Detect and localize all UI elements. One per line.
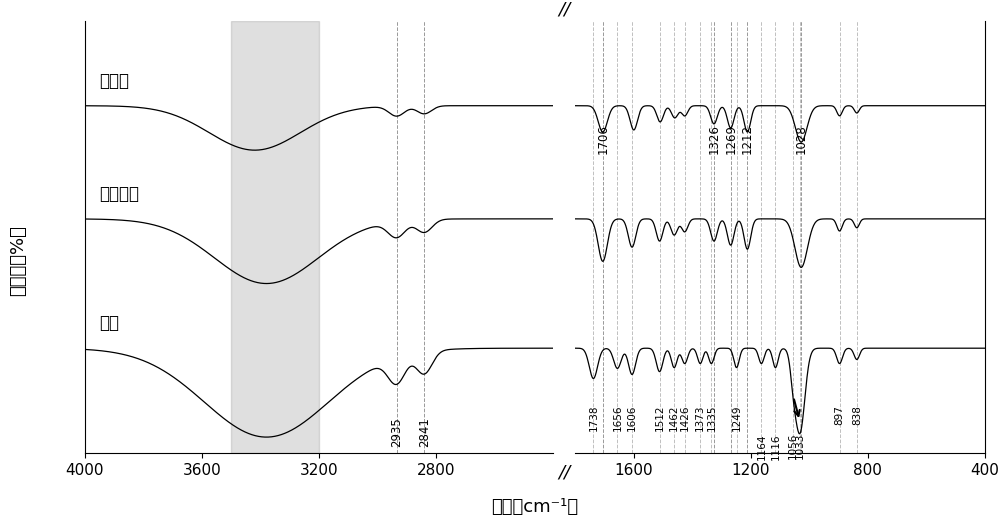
Text: 1164: 1164 [756, 433, 766, 460]
Text: 木质素: 木质素 [100, 71, 130, 90]
Text: 1373: 1373 [695, 405, 705, 431]
Text: 1116: 1116 [770, 433, 780, 460]
Bar [231, 21, 319, 453]
Text: 838: 838 [852, 405, 862, 425]
Text: 波数（cm⁻¹）: 波数（cm⁻¹） [491, 498, 579, 516]
Text: 1426: 1426 [680, 405, 690, 431]
Text: 1462: 1462 [669, 405, 679, 431]
Text: 2841: 2841 [418, 417, 431, 447]
Text: 麦秆: 麦秆 [100, 314, 120, 332]
Text: //: // [558, 464, 570, 482]
Text: 1033: 1033 [795, 433, 805, 460]
Text: 1056: 1056 [788, 433, 798, 460]
Text: 897: 897 [835, 405, 845, 425]
Text: 1656: 1656 [612, 405, 622, 431]
Text: 1335: 1335 [706, 405, 716, 431]
Text: 1028: 1028 [795, 125, 808, 154]
Text: 2935: 2935 [390, 417, 403, 446]
Text: 1326: 1326 [707, 125, 720, 154]
Text: 1212: 1212 [741, 124, 754, 154]
Text: 1269: 1269 [724, 124, 737, 154]
Text: 1512: 1512 [655, 405, 665, 431]
Text: 1606: 1606 [627, 405, 637, 431]
Text: 1249: 1249 [732, 405, 742, 431]
Text: //: // [558, 0, 570, 18]
Text: 空白对照: 空白对照 [100, 185, 140, 203]
Text: 1706: 1706 [596, 125, 609, 154]
Text: 1738: 1738 [588, 405, 598, 431]
Text: 透过率（%）: 透过率（%） [9, 225, 27, 296]
